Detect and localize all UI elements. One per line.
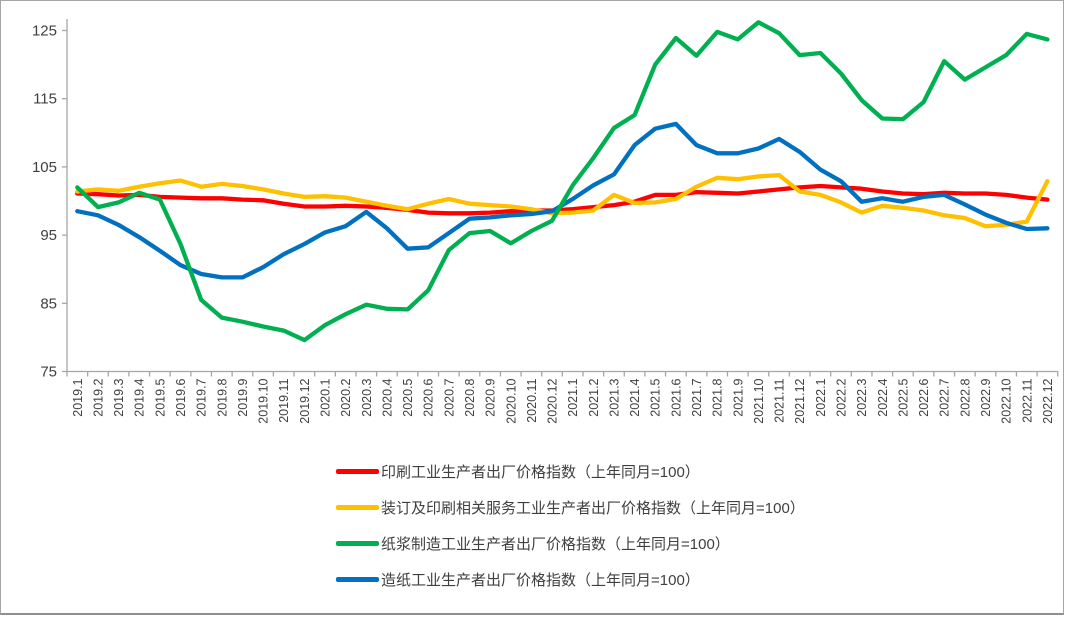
x-tick-label: 2022.9 <box>979 378 993 416</box>
legend-swatch-1 <box>336 504 379 510</box>
x-tick-label: 2019.9 <box>236 378 250 416</box>
x-tick-label: 2019.4 <box>133 378 147 416</box>
x-tick-label: 2020.6 <box>422 378 436 416</box>
x-tick-label: 2021.8 <box>711 378 725 416</box>
x-tick-label: 2022.7 <box>938 378 952 416</box>
x-tick-label: 2021.4 <box>628 378 642 416</box>
x-tick-label: 2021.9 <box>731 378 745 416</box>
x-tick-label: 2019.7 <box>195 378 209 416</box>
y-tick-label: 125 <box>32 23 57 40</box>
x-tick-label: 2020.9 <box>484 378 498 416</box>
x-tick-label: 2021.11 <box>773 378 787 422</box>
x-tick-label: 2020.11 <box>525 378 539 422</box>
legend-item-1: 装订及印刷相关服务工业生产者出厂价格指数（上年同月=100） <box>336 489 805 525</box>
legend-item-3: 造纸工业生产者出厂价格指数（上年同月=100） <box>336 561 805 597</box>
x-tick-label: 2020.12 <box>546 378 560 423</box>
x-tick-label: 2019.3 <box>112 378 126 416</box>
x-tick-label: 2021.5 <box>649 378 663 416</box>
y-tick-label: 115 <box>33 91 57 108</box>
legend-label-0: 印刷工业生产者出厂价格指数（上年同月=100） <box>381 463 700 481</box>
x-tick-label: 2021.7 <box>690 378 704 416</box>
x-tick-label: 2019.10 <box>257 378 271 423</box>
legend-label-1: 装订及印刷相关服务工业生产者出厂价格指数（上年同月=100） <box>381 499 805 517</box>
legend-label-2: 纸浆制造工业生产者出厂价格指数（上年同月=100） <box>381 535 730 553</box>
x-tick-label: 2020.5 <box>401 378 415 416</box>
legend-swatch-2 <box>336 540 379 546</box>
x-tick-label: 2021.3 <box>607 378 621 416</box>
x-tick-label: 2021.10 <box>752 378 766 423</box>
x-tick-label: 2022.8 <box>958 378 972 416</box>
x-tick-label: 2020.7 <box>442 378 456 416</box>
x-tick-label: 2022.12 <box>1041 378 1055 423</box>
x-tick-label: 2021.2 <box>587 378 601 416</box>
y-tick-label: 85 <box>40 295 57 312</box>
x-tick-label: 2020.8 <box>463 378 477 416</box>
x-tick-label: 2019.8 <box>215 378 229 416</box>
x-tick-label: 2019.1 <box>71 378 85 416</box>
x-tick-label: 2021.6 <box>669 378 683 416</box>
x-tick-label: 2020.3 <box>360 378 374 416</box>
x-tick-label: 2019.11 <box>277 378 291 422</box>
series-line-2 <box>75 20 1050 343</box>
x-tick-label: 2022.10 <box>1000 378 1014 423</box>
x-tick-label: 2020.1 <box>319 378 333 416</box>
x-tick-label: 2022.5 <box>896 378 910 416</box>
x-tick-label: 2020.10 <box>504 378 518 423</box>
y-tick-label: 95 <box>40 227 57 244</box>
series-line-0 <box>75 183 1050 216</box>
legend-item-0: 印刷工业生产者出厂价格指数（上年同月=100） <box>336 453 805 489</box>
x-tick-label: 2019.2 <box>91 378 105 416</box>
x-tick-label: 2019.6 <box>174 378 188 416</box>
legend-item-2: 纸浆制造工业生产者出厂价格指数（上年同月=100） <box>336 525 805 561</box>
series-line-1 <box>75 172 1050 229</box>
x-tick-label: 2020.4 <box>380 378 394 416</box>
x-tick-label: 2022.6 <box>917 378 931 416</box>
y-tick-label: 75 <box>40 364 57 381</box>
x-tick-label: 2021.12 <box>793 378 807 423</box>
legend-label-3: 造纸工业生产者出厂价格指数（上年同月=100） <box>381 571 700 589</box>
x-tick-label: 2022.3 <box>855 378 869 416</box>
legend-swatch-3 <box>336 576 379 582</box>
x-tick-label: 2022.1 <box>814 378 828 416</box>
x-tick-label: 2021.1 <box>566 378 580 416</box>
y-tick-label: 105 <box>32 159 57 176</box>
x-tick-label: 2019.12 <box>298 378 312 423</box>
chart-frame: 75 85 95 105 115 125 2019.1 2019.2 2019.3 2019.4 2… <box>0 0 1064 615</box>
x-tick-label: 2022.4 <box>876 378 890 416</box>
x-tick-label: 2019.5 <box>153 378 167 416</box>
x-tick-label: 2022.11 <box>1020 378 1034 422</box>
line-chart: 75 85 95 105 115 125 2019.1 2019.2 2019.3 2019.4 2… <box>32 19 1059 424</box>
legend-swatch-0 <box>336 468 379 474</box>
x-tick-label: 2020.2 <box>339 378 353 416</box>
chart-legend: 印刷工业生产者出厂价格指数（上年同月=100） 装订及印刷相关服务工业生产者出厂价… <box>336 453 805 597</box>
x-tick-label: 2022.2 <box>835 378 849 416</box>
